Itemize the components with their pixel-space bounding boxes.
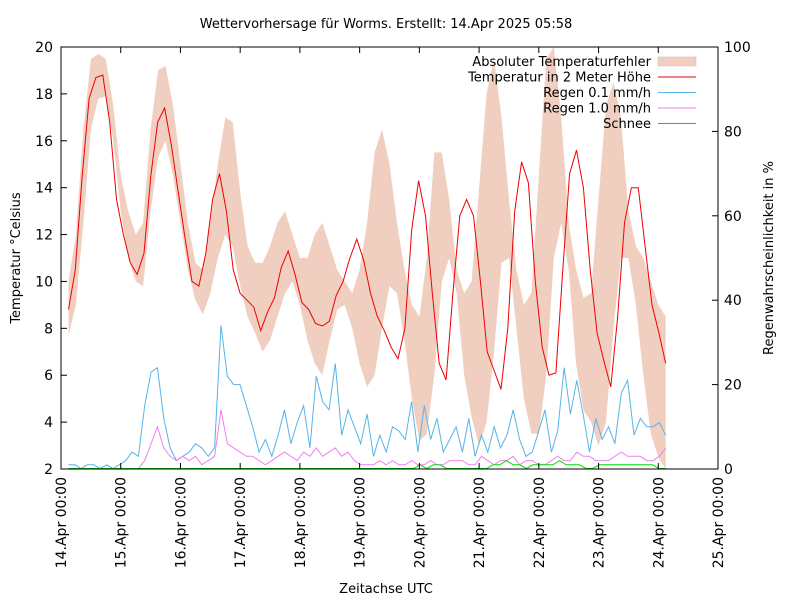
legend-label: Schnee [603, 117, 651, 132]
x-axis-label: Zeitachse UTC [339, 582, 433, 597]
series-line-regen-1-0-mm-h [68, 409, 667, 469]
y-tick-label: 2 [44, 462, 53, 478]
y-tick-label: 4 [44, 415, 53, 431]
y-tick-label: 10 [35, 274, 53, 290]
temperature-error-band-layer [68, 47, 666, 469]
y-axis-label: Temperatur °Celsius [9, 192, 24, 325]
chart-title: Wettervorhersage für Worms. Erstellt: 14… [200, 17, 573, 32]
y2-tick-label: 20 [724, 378, 742, 394]
y2-axis-label: Regenwahrscheinlichkeit in % [762, 161, 777, 355]
y-axis-left: 2 4 6 8 10 12 14 16 18 20 [35, 40, 67, 478]
x-tick-label: 15.Apr 00:00 [114, 477, 130, 568]
series-line-regen-0-1-mm-h [68, 325, 667, 470]
x-tick-label: 17.Apr 00:00 [233, 477, 249, 568]
y2-tick-label: 40 [724, 293, 742, 309]
y-tick-label: 18 [35, 87, 53, 103]
y2-tick-label: 60 [724, 209, 742, 225]
x-tick-label: 20.Apr 00:00 [412, 477, 428, 568]
y2-tick-label: 0 [724, 462, 733, 478]
x-tick-label: 22.Apr 00:00 [532, 477, 548, 568]
y-tick-label: 16 [35, 134, 53, 150]
legend-label: Temperatur in 2 Meter Höhe [467, 71, 651, 86]
y2-tick-label: 80 [724, 124, 742, 140]
x-tick-label: 18.Apr 00:00 [293, 477, 309, 568]
x-tick-label: 19.Apr 00:00 [353, 477, 369, 568]
temperature-error-band [68, 47, 666, 469]
y-tick-label: 6 [44, 368, 53, 384]
y-axis-right: 0 20 40 60 80 100 [712, 40, 751, 478]
legend-label: Absoluter Temperaturfehler [472, 55, 651, 70]
x-tick-label: 25.Apr 00:00 [711, 477, 727, 568]
x-tick-label: 23.Apr 00:00 [592, 477, 608, 568]
y-tick-label: 8 [44, 321, 53, 337]
x-tick-label: 21.Apr 00:00 [472, 477, 488, 568]
legend-label: Regen 0.1 mm/h [543, 86, 651, 101]
legend-label: Regen 1.0 mm/h [543, 102, 651, 117]
y-tick-label: 14 [35, 181, 53, 197]
x-tick-label: 14.Apr 00:00 [54, 477, 70, 568]
x-axis: 14.Apr 00:00 15.Apr 00:00 16.Apr 00:00 17.A… [54, 47, 727, 568]
x-tick-label: 16.Apr 00:00 [173, 477, 189, 568]
y2-tick-label: 100 [724, 40, 751, 56]
x-tick-label: 24.Apr 00:00 [651, 477, 667, 568]
series-line-temperatur-in-2-meter-h-he [68, 74, 667, 390]
y-tick-label: 20 [35, 40, 53, 56]
y-tick-label: 12 [35, 228, 53, 244]
legend-swatch-band [657, 56, 697, 67]
plot-frame [60, 46, 719, 470]
